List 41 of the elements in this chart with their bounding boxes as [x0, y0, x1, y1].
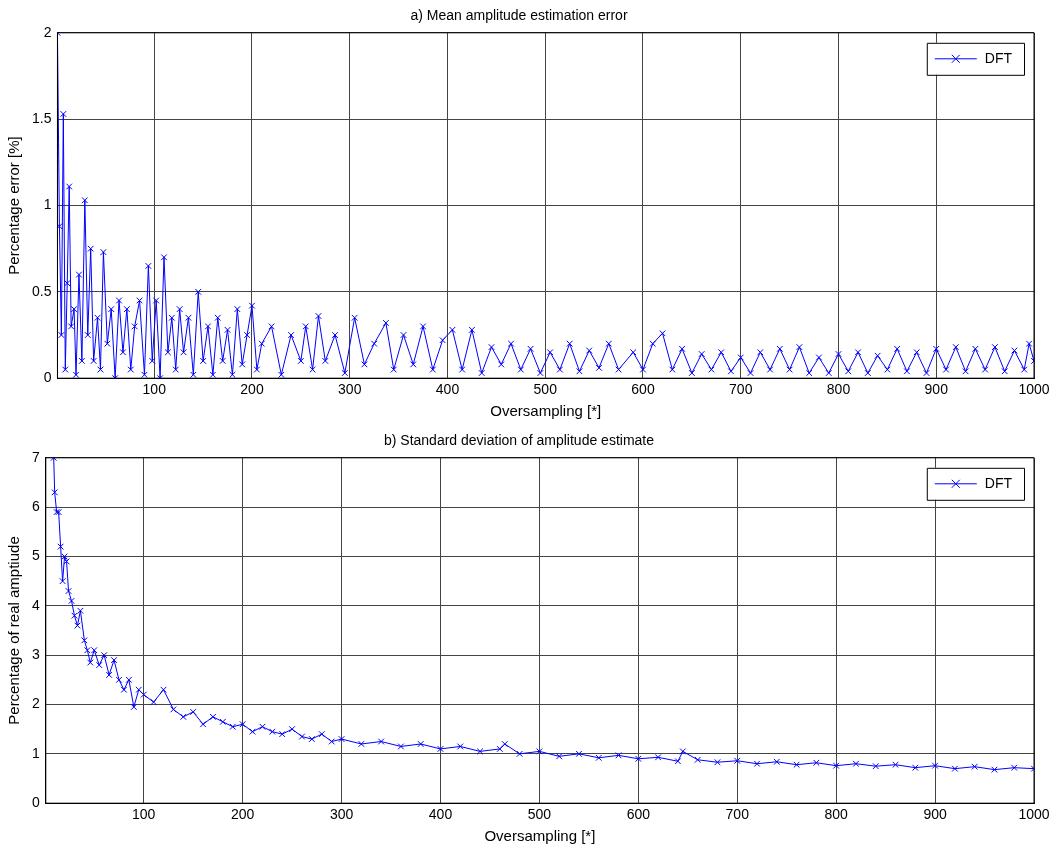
x-axis-title: Oversampling [*] — [490, 402, 602, 420]
x-tick-label: 400 — [428, 806, 453, 823]
y-axis-title: Percentage of real amptiude — [5, 536, 23, 725]
x-tick-label: 200 — [240, 381, 264, 398]
y-tick-label: 1 — [43, 196, 52, 213]
y-tick-label: 2 — [43, 23, 52, 40]
x-tick-label: 700 — [725, 806, 750, 823]
y-tick-label: 5 — [31, 547, 40, 564]
x-tick-label: 200 — [230, 806, 255, 823]
y-tick-label: 0.5 — [31, 282, 52, 299]
x-tick-label: 600 — [631, 381, 655, 398]
y-tick-label: 3 — [31, 646, 40, 663]
x-tick-label: 300 — [338, 381, 362, 398]
y-tick-label: 7 — [31, 448, 40, 465]
y-tick-label: 1 — [31, 744, 40, 761]
x-tick-label: 400 — [435, 381, 460, 398]
x-tick-label: 1000 — [1018, 806, 1050, 823]
x-tick-label: 100 — [142, 381, 167, 398]
x-tick-label: 300 — [329, 806, 354, 823]
x-tick-label: 800 — [826, 381, 851, 398]
x-tick-label: 700 — [729, 381, 753, 398]
y-tick-label: 0 — [43, 369, 52, 386]
chart-title: b) Standard deviation of amplitude estimate — [383, 432, 655, 449]
x-tick-label: 1000 — [1018, 381, 1050, 398]
x-tick-label: 600 — [626, 806, 651, 823]
chart-title: a) Mean amplitude estimation error — [410, 7, 628, 24]
x-tick-label: 900 — [924, 381, 949, 398]
x-tick-label: 500 — [533, 381, 558, 398]
x-tick-label: 500 — [527, 806, 552, 823]
legend-label: DFT — [984, 49, 1013, 66]
legend-label: DFT — [984, 474, 1013, 491]
y-tick-label: 6 — [31, 498, 40, 514]
y-tick-label: 2 — [31, 695, 40, 712]
y-tick-label: 1.5 — [31, 110, 52, 127]
x-tick-label: 100 — [132, 806, 156, 823]
y-axis-title: Percentage error [%] — [5, 136, 23, 275]
y-tick-label: 0 — [31, 794, 40, 811]
x-tick-label: 800 — [824, 806, 849, 823]
y-tick-label: 4 — [31, 596, 40, 613]
x-axis-title: Oversampling [*] — [484, 827, 596, 845]
x-tick-label: 900 — [923, 806, 947, 823]
